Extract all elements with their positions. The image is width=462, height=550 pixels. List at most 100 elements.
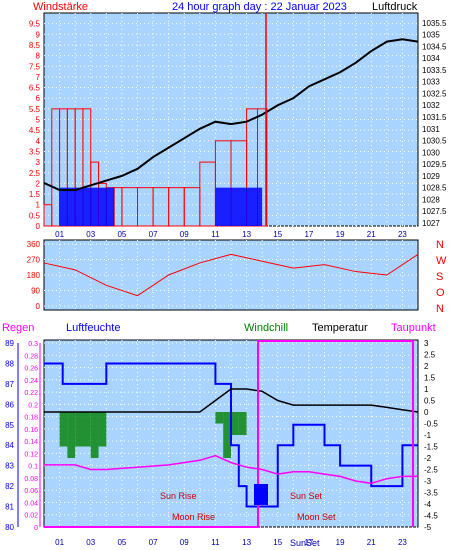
hour-label: 17	[304, 230, 313, 239]
hour-label: 21	[367, 230, 376, 239]
humidity-tick-label: 89	[5, 339, 14, 348]
compass-letter: W	[436, 255, 447, 267]
compass-letter: N	[436, 303, 444, 315]
rain-tick-label: 0.02	[24, 513, 38, 520]
hour-label: 19	[336, 538, 345, 547]
hour-label: 15	[273, 230, 282, 239]
moon-set-label: Moon Set	[297, 512, 336, 522]
direction-tick-label: 0	[36, 302, 41, 311]
sun-rise-label: Sun Rise	[160, 491, 197, 501]
temperature-series	[44, 388, 419, 413]
wind-tick-label: 7.5	[29, 62, 41, 71]
sunset-axis-label: SunSet	[290, 538, 320, 548]
humidity-tick-label: 83	[5, 462, 14, 471]
wind-tick-label: 8.5	[29, 41, 41, 50]
rain-tick-label: 0.2	[28, 402, 38, 409]
windchill-bar	[215, 412, 224, 424]
temperature-tick-label: -2	[424, 454, 432, 463]
temperature-tick-label: -1	[424, 431, 432, 440]
wind-avg-bar	[215, 187, 263, 226]
temperature-tick-label: -3.5	[424, 489, 438, 498]
hour-label: 17	[304, 538, 313, 547]
temperature-tick-label: -0.5	[424, 420, 438, 429]
windchill-low-block	[254, 484, 268, 505]
humidity-tick-label: 81	[5, 503, 14, 512]
hour-label: 11	[211, 230, 220, 239]
rain-tick-label: 0.16	[24, 427, 38, 434]
pressure-tick-label: 1033	[422, 78, 440, 87]
humidity-tick-label: 87	[5, 380, 14, 389]
wind-tick-label: 0.5	[29, 211, 41, 220]
hour-label: 01	[55, 538, 64, 547]
pressure-tick-label: 1029.5	[422, 160, 447, 169]
rain-tick-label: 0.1	[28, 464, 38, 471]
temperature-tick-label: -3	[424, 477, 432, 486]
pressure-tick-label: 1028.5	[422, 184, 447, 193]
temperature-tick-label: 3	[424, 339, 429, 348]
wind-tick-label: 6.5	[29, 84, 41, 93]
hour-label: 03	[86, 538, 95, 547]
hour-label: 07	[149, 230, 158, 239]
rain-tick-label: 0.08	[24, 476, 38, 483]
direction-panel	[43, 239, 419, 311]
direction-tick-label: 180	[27, 271, 41, 280]
windchill-bar	[90, 412, 99, 458]
temperature-tick-label: -4.5	[424, 512, 438, 521]
legend-temperatur: Temperatur	[312, 322, 368, 334]
temperature-tick-label: -2.5	[424, 466, 438, 475]
windchill-bar	[223, 412, 231, 458]
rain-tick-label: 0	[34, 525, 38, 532]
axis-labels: 00.511.522.533.544.555.566.577.588.599.5…	[5, 19, 447, 547]
temperature-tick-label: 0.5	[424, 397, 436, 406]
wind-tick-label: 7	[36, 73, 41, 82]
humidity-tick-label: 82	[5, 482, 14, 491]
hour-label: 23	[398, 230, 407, 239]
temperature-tick-label: 2	[424, 362, 429, 371]
humidity-series	[44, 362, 418, 508]
wind-tick-label: 5.5	[29, 105, 41, 114]
wind-tick-label: 5	[36, 116, 41, 125]
legend-luftfeuchte: Luftfeuchte	[66, 322, 120, 334]
wind-tick-label: 2	[36, 179, 41, 188]
humidity-tick-label: 85	[5, 421, 14, 430]
rain-series	[44, 340, 414, 528]
windchill-bar	[231, 412, 239, 435]
windchill-bar	[98, 412, 107, 447]
pressure-tick-label: 1035	[422, 31, 440, 40]
compass-letter: N	[436, 239, 444, 251]
wind-tick-label: 9.5	[29, 20, 41, 29]
hour-label: 19	[336, 230, 345, 239]
pressure-tick-label: 1034.5	[422, 42, 447, 51]
legend-windchill: Windchill	[244, 322, 288, 334]
compass-letter: S	[436, 271, 443, 283]
pressure-tick-label: 1034	[422, 54, 440, 63]
humidity-tick-label: 80	[5, 523, 14, 532]
rain-tick-label: 0.28	[24, 353, 38, 360]
direction-tick-label: 90	[31, 287, 40, 296]
chart-title: 24 hour graph day : 22 Januar 2023	[172, 1, 347, 13]
pressure-tick-label: 1030	[422, 148, 440, 157]
temperature-tick-label: 1	[424, 385, 429, 394]
pressure-tick-label: 1032	[422, 101, 440, 110]
wind-strength-title: Windstärke	[33, 1, 88, 13]
wind-tick-label: 4.5	[29, 126, 41, 135]
pressure-tick-label: 1033.5	[422, 66, 447, 75]
pressure-tick-label: 1035.5	[422, 19, 447, 28]
pressure-tick-label: 1027.5	[422, 207, 447, 216]
wind-tick-label: 6	[36, 94, 41, 103]
wind-tick-label: 3	[36, 158, 41, 167]
hour-label: 07	[149, 538, 158, 547]
hour-label: 09	[180, 230, 189, 239]
hour-label: 11	[211, 538, 220, 547]
hour-label: 09	[180, 538, 189, 547]
hour-label: 13	[242, 230, 251, 239]
humidity-tick-label: 84	[5, 441, 14, 450]
moon-rise-label: Moon Rise	[172, 512, 215, 522]
rain-tick-label: 0.04	[24, 500, 38, 507]
wind-avg-bar	[59, 187, 115, 226]
wind-tick-label: 3.5	[29, 147, 41, 156]
rain-tick-label: 0.06	[24, 488, 38, 495]
temperature-tick-label: -5	[424, 523, 432, 532]
hour-label: 23	[398, 538, 407, 547]
